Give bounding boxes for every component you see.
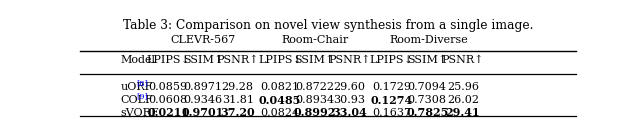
Text: 0.1729: 0.1729 (372, 82, 411, 92)
Text: 0.0821: 0.0821 (260, 82, 300, 92)
Text: 0.9701: 0.9701 (182, 107, 224, 118)
Text: PSNR↑: PSNR↑ (216, 55, 259, 65)
Text: 0.0608: 0.0608 (148, 95, 188, 105)
Text: LPIPS↓: LPIPS↓ (258, 55, 302, 65)
Text: 37.20: 37.20 (220, 107, 255, 118)
Text: LPIPS↓: LPIPS↓ (369, 55, 413, 65)
Text: SSIM↑: SSIM↑ (183, 55, 223, 65)
Text: 0.8722: 0.8722 (295, 82, 334, 92)
Text: uORF: uORF (121, 82, 153, 92)
Text: 0.1637: 0.1637 (372, 108, 411, 118)
Text: Table 3: Comparison on novel view synthesis from a single image.: Table 3: Comparison on novel view synthe… (123, 19, 533, 32)
Text: 0.8934: 0.8934 (295, 95, 334, 105)
Text: 0.9346: 0.9346 (184, 95, 223, 105)
Text: COLF: COLF (121, 95, 154, 105)
Text: [9]: [9] (136, 92, 148, 100)
Text: 29.60: 29.60 (333, 82, 365, 92)
Text: 29.28: 29.28 (221, 82, 253, 92)
Text: Room-Chair: Room-Chair (281, 35, 348, 45)
Text: 0.7825: 0.7825 (406, 107, 449, 118)
Text: [8]: [8] (136, 79, 148, 87)
Text: 0.8971: 0.8971 (184, 82, 223, 92)
Text: 0.0824: 0.0824 (260, 108, 300, 118)
Text: SSIM↑: SSIM↑ (407, 55, 447, 65)
Text: 0.0485: 0.0485 (259, 95, 301, 106)
Text: 31.81: 31.81 (221, 95, 253, 105)
Text: 0.0211: 0.0211 (147, 107, 189, 118)
Text: 0.7094: 0.7094 (408, 82, 447, 92)
Text: CLEVR-567: CLEVR-567 (170, 35, 236, 45)
Text: 26.02: 26.02 (447, 95, 479, 105)
Text: Room-Diverse: Room-Diverse (389, 35, 468, 45)
Text: 29.41: 29.41 (445, 107, 480, 118)
Text: SSIM↑: SSIM↑ (294, 55, 335, 65)
Text: 0.8992: 0.8992 (293, 107, 336, 118)
Text: 0.7308: 0.7308 (408, 95, 447, 105)
Text: PSNR↑: PSNR↑ (328, 55, 371, 65)
Text: 0.0859: 0.0859 (148, 82, 188, 92)
Text: sVORF: sVORF (121, 108, 159, 118)
Text: PSNR↑: PSNR↑ (442, 55, 484, 65)
Text: LPIPS↓: LPIPS↓ (147, 55, 190, 65)
Text: 25.96: 25.96 (447, 82, 479, 92)
Text: 33.04: 33.04 (332, 107, 367, 118)
Text: 0.1274: 0.1274 (371, 95, 413, 106)
Text: 30.93: 30.93 (333, 95, 365, 105)
Text: Model: Model (121, 55, 156, 65)
